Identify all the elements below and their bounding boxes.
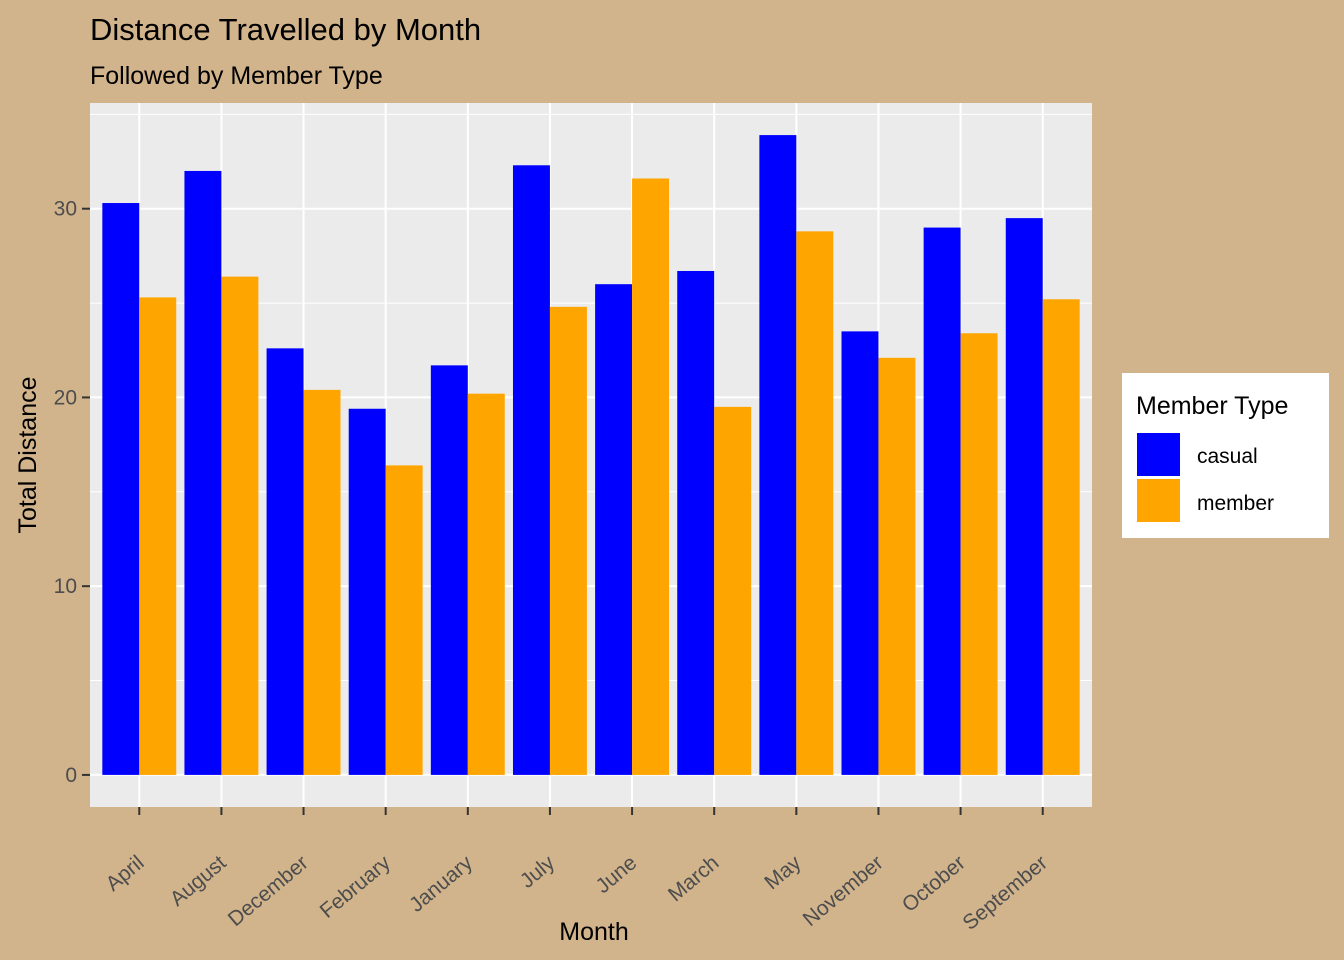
x-axis-label: Month xyxy=(559,918,628,946)
bar-member-january xyxy=(467,393,505,775)
x-tick-label-august: August xyxy=(166,851,231,911)
x-tick-label-february: February xyxy=(316,851,396,923)
bar-member-december xyxy=(303,389,341,775)
bar-casual-december xyxy=(266,348,304,775)
legend-label-casual: casual xyxy=(1197,445,1258,468)
x-tick-label-april: April xyxy=(102,851,149,896)
x-tick-label-july: July xyxy=(516,851,560,893)
bars xyxy=(102,135,1080,775)
bar-member-june xyxy=(632,178,670,775)
bar-casual-july xyxy=(512,165,550,775)
bar-casual-august xyxy=(184,170,222,775)
y-tick-label: 30 xyxy=(54,198,77,221)
bar-casual-may xyxy=(759,135,797,775)
bar-member-may xyxy=(796,231,834,775)
bar-casual-january xyxy=(430,365,468,775)
legend-key-casual xyxy=(1137,433,1180,476)
bar-member-march xyxy=(714,406,752,775)
x-tick-label-september: September xyxy=(958,851,1051,935)
bar-member-april xyxy=(139,297,177,775)
chart-title: Distance Travelled by Month xyxy=(90,12,481,47)
x-tick-label-may: May xyxy=(760,851,806,894)
y-tick-label: 10 xyxy=(54,575,77,598)
bar-casual-june xyxy=(595,284,633,775)
bar-member-february xyxy=(385,465,423,775)
bar-casual-october xyxy=(923,227,961,775)
y-tick-label: 20 xyxy=(54,386,77,409)
x-tick-label-june: June xyxy=(592,851,642,898)
bar-member-august xyxy=(221,276,259,775)
y-axis: 0 10 20 30 xyxy=(54,198,90,787)
x-tick-label-october: October xyxy=(898,851,970,917)
legend-key-member xyxy=(1137,479,1180,522)
legend-title: Member Type xyxy=(1136,392,1288,420)
bar-member-july xyxy=(549,306,587,775)
y-axis-label: Total Distance xyxy=(14,376,42,533)
x-tick-label-december: December xyxy=(224,851,313,931)
bar-casual-february xyxy=(348,408,386,775)
bar-casual-november xyxy=(841,331,879,775)
y-tick-label: 0 xyxy=(65,764,77,787)
bar-member-september xyxy=(1042,299,1080,775)
bar-casual-march xyxy=(677,270,715,775)
legend: Member Type casual member xyxy=(1122,373,1329,538)
x-tick-label-november: November xyxy=(799,851,888,931)
bar-member-october xyxy=(960,333,998,775)
chart-subtitle: Followed by Member Type xyxy=(90,62,383,90)
x-tick-label-march: March xyxy=(664,851,723,906)
bar-casual-april xyxy=(102,203,140,775)
bar-member-november xyxy=(878,357,916,775)
bar-casual-september xyxy=(1005,218,1043,775)
legend-label-member: member xyxy=(1197,492,1274,515)
x-tick-label-january: January xyxy=(405,851,477,917)
